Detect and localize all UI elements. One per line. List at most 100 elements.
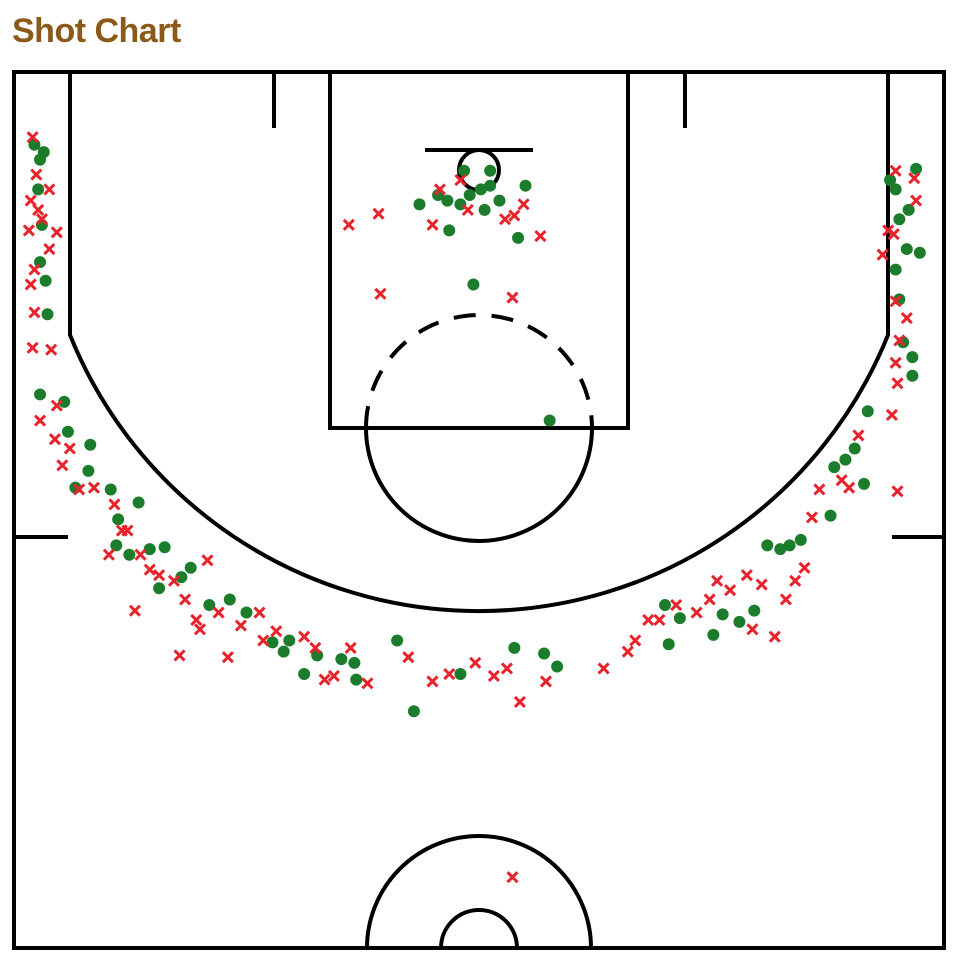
- missed-shot: [513, 695, 526, 709]
- made-shot: [858, 477, 871, 490]
- made-shot: [828, 461, 841, 474]
- made-shot: [463, 189, 476, 202]
- missed-shot: [893, 334, 906, 347]
- made-shot: [508, 641, 521, 654]
- shots: [22, 131, 926, 884]
- missed-shot: [73, 483, 86, 496]
- missed-shot: [344, 641, 357, 654]
- missed-shot: [143, 563, 156, 576]
- made-shot: [659, 599, 671, 612]
- missed-shot: [179, 593, 192, 606]
- made-shot: [774, 543, 787, 556]
- missed-shot: [621, 645, 634, 658]
- made-shot: [391, 634, 404, 647]
- missed-shot: [48, 433, 61, 446]
- missed-shot: [426, 675, 439, 688]
- made-shot: [902, 203, 915, 216]
- made-shot: [240, 606, 253, 619]
- missed-shot: [234, 619, 247, 632]
- missed-shot: [629, 634, 642, 647]
- missed-shot: [167, 574, 181, 587]
- court-lines: [12, 70, 946, 950]
- made-shot: [277, 645, 290, 658]
- three-point-line: [68, 72, 890, 614]
- chart-title: Shot Chart: [12, 12, 181, 50]
- missed-shot: [798, 561, 811, 574]
- missed-shot: [56, 459, 69, 472]
- missed-shot: [740, 569, 753, 582]
- made-shot: [662, 638, 675, 651]
- missed-shot: [876, 248, 889, 261]
- missed-shot: [885, 408, 898, 422]
- missed-shot: [212, 606, 225, 619]
- missed-shot: [28, 263, 41, 276]
- made-shot: [407, 705, 420, 718]
- made-shot: [794, 533, 807, 546]
- missed-shot: [121, 524, 134, 537]
- missed-shot: [298, 630, 311, 643]
- missed-shot: [517, 198, 530, 211]
- made-shot: [906, 369, 919, 382]
- missed-shot: [28, 306, 41, 319]
- made-shot: [900, 243, 913, 256]
- missed-shot: [153, 569, 166, 582]
- missed-shot: [318, 673, 331, 686]
- missed-shot: [128, 604, 141, 617]
- made-shot: [839, 453, 852, 466]
- missed-shot: [253, 606, 266, 619]
- made-shot: [443, 224, 456, 237]
- made-shot: [298, 668, 311, 681]
- missed-shot: [134, 548, 147, 561]
- made-shot: [861, 405, 874, 418]
- made-shot: [493, 194, 506, 207]
- missed-shot: [45, 343, 58, 356]
- missed-shot: [852, 429, 865, 442]
- made-shot: [889, 183, 902, 196]
- made-shot: [223, 593, 236, 606]
- missed-shot: [469, 656, 482, 669]
- missed-shot: [221, 651, 234, 664]
- missed-shot: [889, 356, 902, 369]
- missed-shot: [500, 662, 513, 675]
- made-shot: [484, 179, 497, 192]
- missed-shot: [889, 164, 902, 177]
- missed-shot: [813, 483, 826, 496]
- made-shot: [82, 464, 95, 477]
- missed-shot: [724, 584, 737, 597]
- made-shot: [110, 539, 123, 552]
- missed-shot: [63, 442, 76, 455]
- made-shot: [203, 599, 216, 612]
- missed-shot: [498, 213, 512, 226]
- missed-shot: [805, 511, 819, 524]
- missed-shot: [711, 574, 724, 587]
- made-shot: [335, 653, 348, 666]
- missed-shot: [539, 675, 553, 688]
- made-shot: [32, 183, 45, 196]
- missed-shot: [43, 183, 56, 196]
- made-shot: [413, 198, 426, 211]
- missed-shot: [33, 414, 47, 427]
- made-shot: [543, 414, 556, 427]
- made-shot: [884, 174, 897, 187]
- made-shot: [889, 263, 902, 276]
- made-shot: [39, 274, 52, 287]
- free-throw-circle-lower: [364, 427, 594, 543]
- made-shot: [848, 442, 861, 455]
- missed-shot: [755, 578, 768, 591]
- paint: [328, 70, 630, 430]
- missed-shot: [433, 183, 447, 196]
- missed-shot: [102, 548, 115, 561]
- missed-shot: [327, 669, 340, 682]
- missed-shot: [653, 613, 666, 627]
- made-shot: [512, 231, 525, 244]
- missed-shot: [190, 613, 203, 627]
- missed-shot: [108, 498, 121, 511]
- made-shot: [484, 164, 497, 177]
- made-shot: [824, 509, 837, 522]
- made-shot: [37, 146, 50, 159]
- missed-shot: [889, 295, 902, 308]
- missed-shot: [597, 662, 610, 675]
- missed-shot: [690, 606, 703, 619]
